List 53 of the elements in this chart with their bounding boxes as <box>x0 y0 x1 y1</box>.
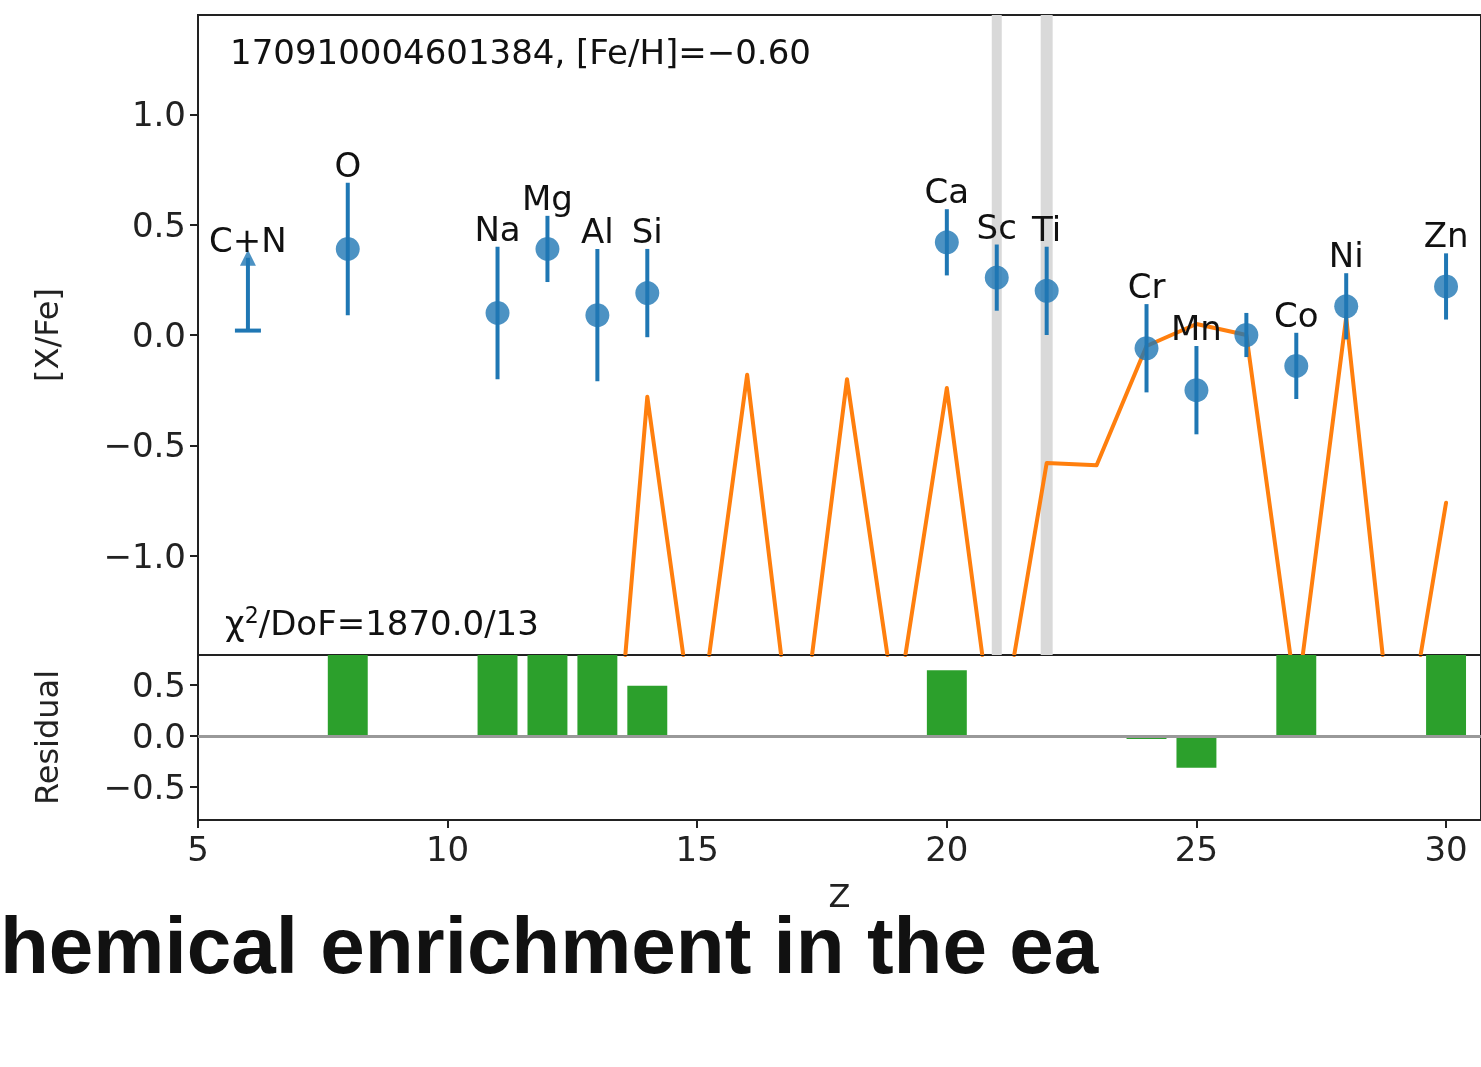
data-label: Al <box>581 210 614 251</box>
point <box>535 236 560 261</box>
point <box>1034 278 1059 303</box>
point <box>1184 378 1209 403</box>
x-tick-label: 30 <box>1424 829 1468 869</box>
y-tick-label: −0.5 <box>103 425 186 466</box>
point <box>1284 353 1309 378</box>
y-tick-label: −0.5 <box>103 767 186 808</box>
point <box>1334 294 1359 319</box>
data-label: Na <box>474 208 521 249</box>
data-label: Cr <box>1127 266 1166 307</box>
x-tick-label: 5 <box>187 829 209 869</box>
data-label: Co <box>1274 294 1319 335</box>
bar <box>577 655 618 736</box>
y-tick-label: 0.0 <box>131 715 186 756</box>
bar <box>327 655 368 736</box>
bar <box>527 655 568 736</box>
bar <box>627 685 668 736</box>
point <box>1234 323 1259 347</box>
bar <box>477 655 518 736</box>
data-label: Sc <box>976 206 1017 247</box>
data-label: Ni <box>1328 235 1364 276</box>
bar <box>1276 655 1317 736</box>
point <box>1134 336 1159 361</box>
x-tick-label: 25 <box>1174 829 1219 869</box>
x-tick-label: 10 <box>425 829 470 869</box>
annotation: 170910004601384, [Fe/H]=−0.60 <box>230 32 811 72</box>
y-tick-label: 1.0 <box>131 94 186 135</box>
y-axis-title: [X/Fe] <box>28 287 66 383</box>
x-tick-label: 15 <box>675 829 719 869</box>
bar <box>926 670 967 736</box>
data-label: Ti <box>1031 208 1062 249</box>
data-label: C+N <box>209 219 287 260</box>
bar <box>1426 655 1467 736</box>
point <box>585 303 610 328</box>
data-label: Zn <box>1423 215 1469 256</box>
point <box>635 281 660 306</box>
y-tick-label: −1.0 <box>103 535 186 576</box>
point <box>984 265 1009 290</box>
data-label: Ca <box>924 171 970 212</box>
point <box>934 230 959 255</box>
x-tick-label: 20 <box>925 829 969 869</box>
point <box>335 236 360 261</box>
data-label: Mg <box>521 177 573 218</box>
y-tick-label: 0.5 <box>131 204 186 245</box>
y-axis-title: Residual <box>28 669 66 806</box>
bar <box>1176 735 1217 768</box>
y-tick-label: 0.5 <box>131 664 186 705</box>
data-label: O <box>334 144 362 185</box>
y-tick-label: 0.0 <box>131 315 186 355</box>
point <box>485 300 510 325</box>
data-label: Si <box>631 210 663 251</box>
point <box>1434 274 1459 299</box>
